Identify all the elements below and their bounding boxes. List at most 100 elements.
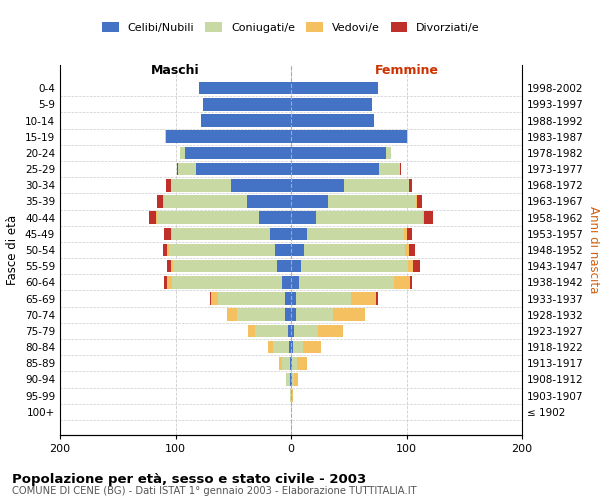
Bar — [291, 341, 293, 353]
Bar — [291, 390, 292, 402]
Bar — [291, 98, 372, 110]
Bar — [173, 260, 277, 272]
Bar — [292, 373, 295, 386]
Bar — [227, 308, 237, 321]
Bar — [163, 195, 164, 208]
Bar — [332, 308, 365, 321]
Bar — [316, 212, 422, 224]
Bar — [180, 146, 185, 159]
Bar — [304, 244, 406, 256]
Bar — [156, 212, 157, 224]
Bar — [291, 179, 344, 192]
Bar — [282, 276, 291, 288]
Bar — [280, 357, 282, 370]
Bar — [196, 163, 291, 175]
Bar — [286, 373, 290, 386]
Bar — [163, 244, 167, 256]
Bar — [172, 276, 282, 288]
Bar — [289, 341, 291, 353]
Bar — [291, 82, 377, 94]
Bar — [291, 114, 374, 127]
Bar — [272, 341, 289, 353]
Bar — [351, 292, 376, 305]
Bar — [317, 324, 343, 337]
Bar — [237, 308, 285, 321]
Bar — [386, 146, 391, 159]
Bar — [291, 146, 386, 159]
Bar — [291, 228, 307, 240]
Text: Maschi: Maschi — [151, 64, 200, 77]
Bar — [165, 130, 166, 143]
Bar — [291, 130, 407, 143]
Bar — [149, 212, 156, 224]
Bar — [290, 390, 291, 402]
Bar — [297, 357, 307, 370]
Bar — [410, 276, 412, 288]
Bar — [248, 324, 255, 337]
Y-axis label: Fasce di età: Fasce di età — [7, 215, 19, 285]
Bar — [291, 260, 301, 272]
Bar — [275, 244, 291, 256]
Bar — [270, 228, 291, 240]
Bar — [218, 292, 285, 305]
Bar — [291, 357, 292, 370]
Bar — [295, 324, 317, 337]
Bar — [407, 260, 413, 272]
Bar — [203, 98, 291, 110]
Y-axis label: Anni di nascita: Anni di nascita — [587, 206, 600, 294]
Bar — [167, 244, 169, 256]
Bar — [290, 357, 291, 370]
Bar — [172, 228, 270, 240]
Bar — [166, 130, 291, 143]
Bar — [409, 244, 415, 256]
Bar — [199, 82, 291, 94]
Bar — [379, 163, 400, 175]
Bar — [268, 341, 272, 353]
Bar — [285, 292, 291, 305]
Bar — [291, 163, 379, 175]
Bar — [291, 308, 296, 321]
Bar — [169, 244, 275, 256]
Bar — [277, 260, 291, 272]
Bar — [299, 276, 394, 288]
Bar — [291, 292, 296, 305]
Bar — [171, 228, 172, 240]
Bar — [292, 357, 297, 370]
Bar — [259, 212, 291, 224]
Bar — [290, 373, 291, 386]
Bar — [407, 228, 412, 240]
Bar — [247, 195, 291, 208]
Bar — [413, 260, 421, 272]
Bar — [285, 308, 291, 321]
Bar — [409, 179, 412, 192]
Bar — [166, 179, 171, 192]
Bar — [293, 341, 302, 353]
Bar — [255, 324, 287, 337]
Bar — [417, 195, 422, 208]
Bar — [291, 373, 292, 386]
Bar — [292, 390, 293, 402]
Bar — [210, 292, 211, 305]
Bar — [178, 163, 196, 175]
Bar — [291, 244, 304, 256]
Bar — [201, 114, 291, 127]
Bar — [291, 324, 295, 337]
Bar — [185, 146, 291, 159]
Bar — [291, 212, 316, 224]
Bar — [291, 195, 328, 208]
Bar — [424, 212, 433, 224]
Text: Femmine: Femmine — [374, 64, 439, 77]
Bar — [171, 179, 231, 192]
Bar — [167, 276, 172, 288]
Bar — [167, 260, 171, 272]
Bar — [328, 195, 416, 208]
Bar — [344, 179, 409, 192]
Bar — [157, 195, 163, 208]
Bar — [164, 276, 167, 288]
Bar — [295, 373, 298, 386]
Bar — [291, 276, 299, 288]
Bar — [376, 292, 377, 305]
Bar — [287, 324, 291, 337]
Bar — [164, 228, 171, 240]
Bar — [282, 357, 290, 370]
